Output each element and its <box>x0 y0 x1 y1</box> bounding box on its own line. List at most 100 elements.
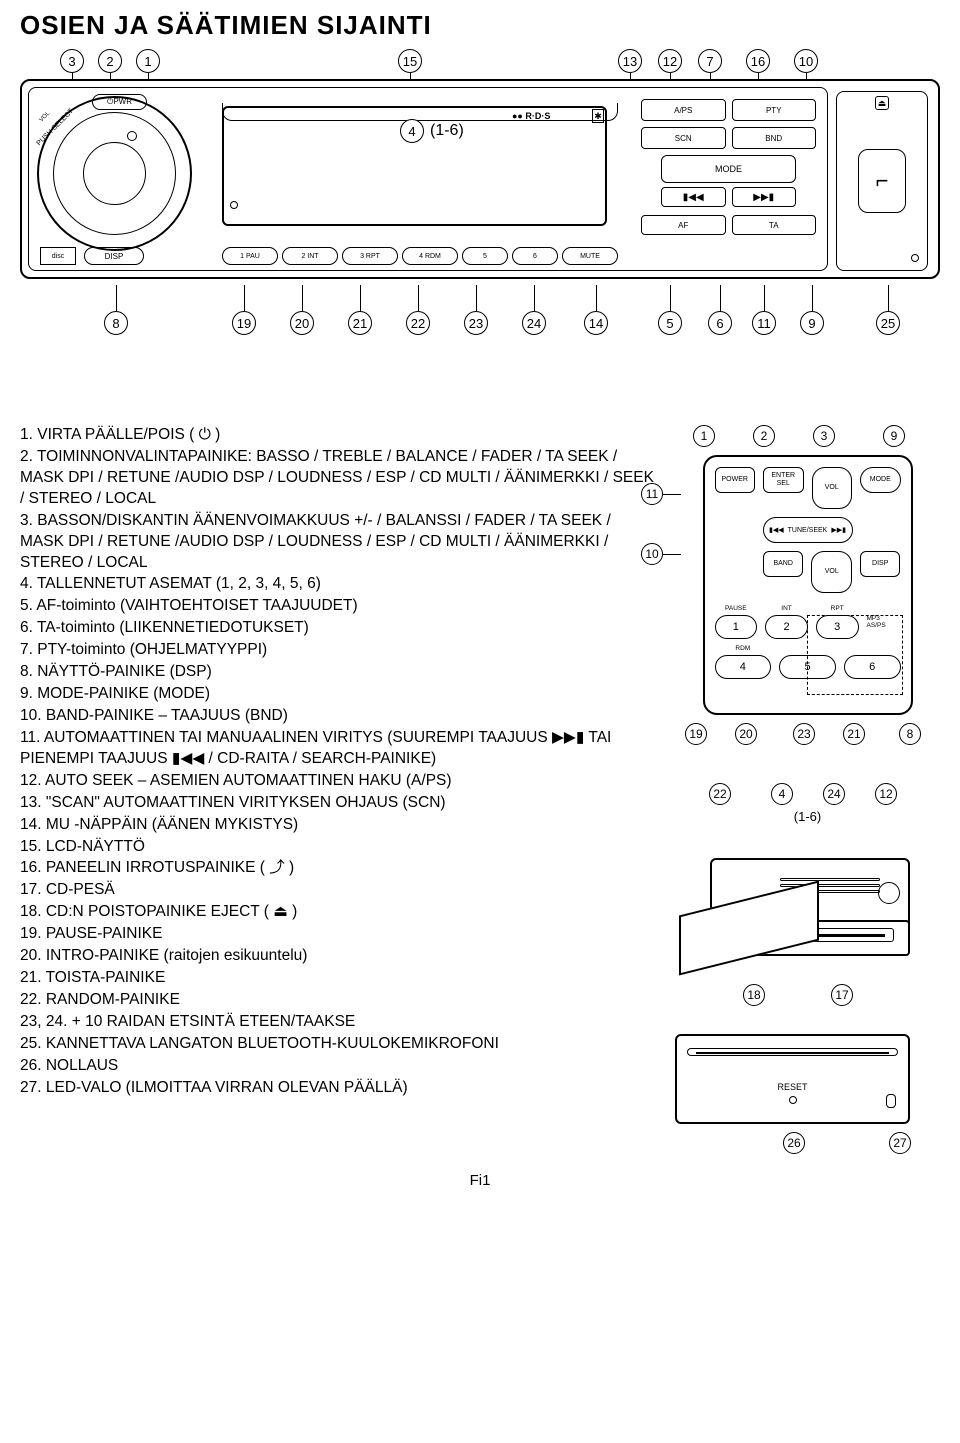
preset-buttons: 1 PAU2 INT3 RPT4 RDM56MUTE <box>222 247 618 265</box>
remote-enter-sel-button: ENTER SEL <box>763 467 804 493</box>
remote-disp-button: DISP <box>860 551 901 577</box>
ta-button: TA <box>732 215 817 235</box>
list-item: 2. TOIMINNONVALINTAPAINIKE: BASSO / TREB… <box>20 447 655 510</box>
pty-button: PTY <box>732 99 817 121</box>
list-item: 9. MODE-PAINIKE (MODE) <box>20 684 655 705</box>
callout-12: 12 <box>875 783 897 805</box>
list-item: 23, 24. + 10 RAIDAN ETSINTÄ ETEEN/TAAKSE <box>20 1012 655 1033</box>
scn-button: SCN <box>641 127 726 149</box>
preset-3rpt: 3 RPT <box>342 247 398 265</box>
callout-4: 4 <box>400 119 424 143</box>
preset-4rdm: 4 RDM <box>402 247 458 265</box>
vol-label: VOL <box>39 111 52 124</box>
list-item: 3. BASSON/DISKANTIN ÄÄNENVOIMAKKUUS +/- … <box>20 511 655 574</box>
reset-label: RESET <box>777 1082 807 1092</box>
callout-1: 1 <box>693 425 715 447</box>
right-button-panel: A/PS PTY SCN BND MODE ▮◀◀ ▶▶▮ AF TA <box>641 99 816 264</box>
preset-5: 5 <box>462 247 508 265</box>
callout-27: 27 <box>889 1132 911 1154</box>
callout-8: 8 <box>899 723 921 745</box>
page-title: OSIEN JA SÄÄTIMIEN SIJAINTI <box>20 10 940 41</box>
phone-icon: ⌐ <box>858 149 906 213</box>
callout-25: 25 <box>876 311 900 335</box>
list-item: 8. NÄYTTÖ-PAINIKE (DSP) <box>20 662 655 683</box>
remote-power-button: POWER <box>715 467 756 493</box>
callout-24: 24 <box>522 311 546 335</box>
list-item: 20. INTRO-PAINIKE (raitojen esikuuntelu) <box>20 946 655 967</box>
list-item: 10. BAND-PAINIKE – TAAJUUS (BND) <box>20 706 655 727</box>
callout-19: 19 <box>232 311 256 335</box>
callout-11: 11 <box>641 483 663 505</box>
callout-16: 16 <box>746 49 770 73</box>
preset-mute: MUTE <box>562 247 618 265</box>
callout-9: 9 <box>883 425 905 447</box>
seek-next-button: ▶▶▮ <box>732 187 797 207</box>
seek-prev-button: ▮◀◀ <box>661 187 726 207</box>
list-item: 4. TALLENNETUT ASEMAT (1, 2, 3, 4, 5, 6) <box>20 574 655 595</box>
list-item: 5. AF-toiminto (VAIHTOEHTOISET TAAJUUDET… <box>20 596 655 617</box>
list-item: 16. PANEELIN IRROTUSPAINIKE ( ⤴ ) <box>20 858 655 879</box>
eject-icon: ⏏ <box>875 96 889 110</box>
list-item: 12. AUTO SEEK – ASEMIEN AUTOMAATTINEN HA… <box>20 771 655 792</box>
bnd-button: BND <box>732 127 817 149</box>
list-item: 21. TOISTA-PAINIKE <box>20 968 655 989</box>
list-item: 11. AUTOMAATTINEN TAI MANUAALINEN VIRITY… <box>20 728 655 770</box>
callout-13: 13 <box>618 49 642 73</box>
callout-2: 2 <box>753 425 775 447</box>
callout-6: 6 <box>708 311 732 335</box>
list-item: 14. MU -NÄPPÄIN (ÄÄNEN MYKISTYS) <box>20 815 655 836</box>
reset-diagram: RESET <box>675 1034 910 1124</box>
parts-list: 1. VIRTA PÄÄLLE/POIS ( ⏻ )2. TOIMINNONVA… <box>20 425 655 1158</box>
remote-num-4: 4RDM <box>715 655 772 679</box>
remote-num-2: 2INT <box>765 615 808 639</box>
detachable-panel: ⏏ ⌐ <box>836 91 928 271</box>
callout-12: 12 <box>658 49 682 73</box>
preset-6: 6 <box>512 247 558 265</box>
stereo-diagram: 32115131271610 ⏻PWR PUSH SELECT VOL disc… <box>20 49 940 345</box>
callout-21: 21 <box>348 311 372 335</box>
remote-vol-button: VOL <box>812 467 853 509</box>
list-item: 1. VIRTA PÄÄLLE/POIS ( ⏻ ) <box>20 425 655 446</box>
brace-range: (1-6) <box>430 122 464 140</box>
callout-17: 17 <box>831 984 853 1006</box>
remote-num-1: 1PAUSE <box>715 615 758 639</box>
callout-15: 15 <box>398 49 422 73</box>
callout-7: 7 <box>698 49 722 73</box>
list-item: 22. RANDOM-PAINIKE <box>20 990 655 1011</box>
callout-8: 8 <box>104 311 128 335</box>
list-item: 6. TA-toiminto (LIIKENNETIEDOTUKSET) <box>20 618 655 639</box>
callout-20: 20 <box>735 723 757 745</box>
callout-23: 23 <box>464 311 488 335</box>
list-item: 7. PTY-toiminto (OHJELMATYYPPI) <box>20 640 655 661</box>
cd-slot-diagram <box>675 848 910 978</box>
disp-button: DISP <box>84 247 144 265</box>
remote-tune-seek: ▮◀◀ TUNE/SEEK ▶▶▮ <box>763 517 853 543</box>
callout-11: 11 <box>752 311 776 335</box>
callout-4: 4 <box>771 783 793 805</box>
callout-19: 19 <box>685 723 707 745</box>
list-item: 17. CD-PESÄ <box>20 880 655 901</box>
callout-23: 23 <box>793 723 815 745</box>
cd-logo-icon: disc <box>40 247 76 265</box>
remote-control: POWER ENTER SEL VOL MODE ▮◀◀ TUNE/SEEK ▶… <box>703 455 913 715</box>
list-item: 13. "SCAN" AUTOMAATTINEN VIRITYKSEN OHJA… <box>20 793 655 814</box>
callout-26: 26 <box>783 1132 805 1154</box>
callout-5: 5 <box>658 311 682 335</box>
callout-24: 24 <box>823 783 845 805</box>
af-button: AF <box>641 215 726 235</box>
list-item: 15. LCD-NÄYTTÖ <box>20 837 655 858</box>
page-number: Fi1 <box>20 1172 940 1189</box>
callout-3: 3 <box>813 425 835 447</box>
list-item: 25. KANNETTAVA LANGATON BLUETOOTH-KUULOK… <box>20 1034 655 1055</box>
callout-3: 3 <box>60 49 84 73</box>
preset-2int: 2 INT <box>282 247 338 265</box>
callout-2: 2 <box>98 49 122 73</box>
callout-10: 10 <box>794 49 818 73</box>
list-item: 19. PAUSE-PAINIKE <box>20 924 655 945</box>
remote-mode-button: MODE <box>860 467 901 493</box>
list-item: 27. LED-VALO (ILMOITTAA VIRRAN OLEVAN PÄ… <box>20 1078 655 1099</box>
callout-21: 21 <box>843 723 865 745</box>
volume-knob: ⏻PWR PUSH SELECT VOL <box>37 96 192 251</box>
callout-18: 18 <box>743 984 765 1006</box>
callout-10: 10 <box>641 543 663 565</box>
